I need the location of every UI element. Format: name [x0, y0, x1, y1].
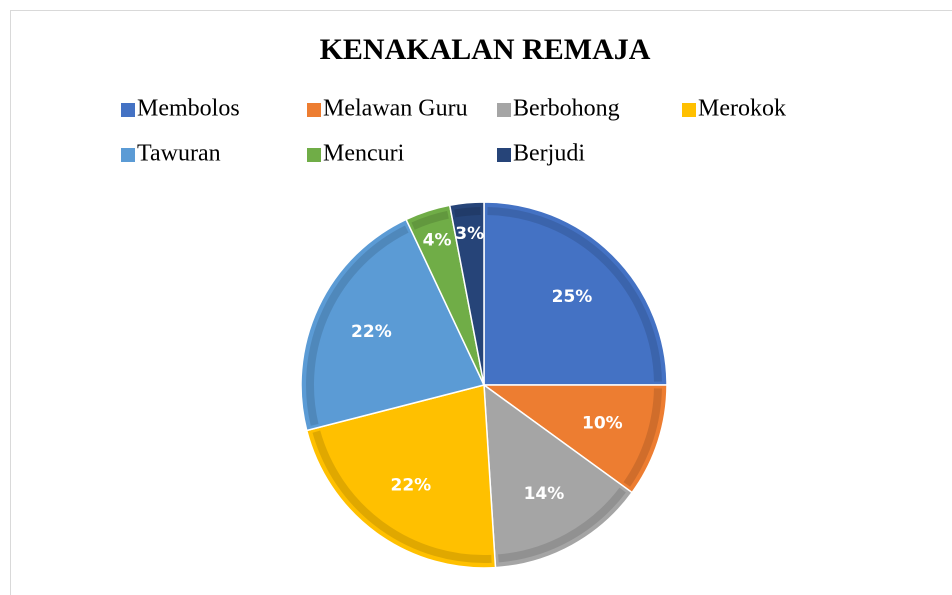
chart-title: KENAKALAN REMAJA — [320, 33, 651, 66]
legend-swatch — [121, 103, 135, 117]
legend-label: Membolos — [137, 96, 240, 122]
slice-bevel — [411, 210, 449, 230]
legend-swatch — [121, 148, 135, 162]
pie-slice — [448, 201, 485, 386]
legend-swatch — [307, 148, 321, 162]
legend-label: Merokok — [698, 96, 786, 122]
data-label: 3% — [455, 224, 484, 244]
pie-slice — [300, 218, 486, 432]
slice-bevel — [498, 487, 626, 563]
pie-slice — [481, 384, 668, 494]
data-label: 25% — [552, 287, 593, 307]
data-label: 4% — [423, 231, 452, 251]
pie-slice — [483, 201, 668, 386]
data-label: 14% — [524, 484, 565, 504]
legend-swatch — [307, 103, 321, 117]
legend-swatch — [682, 103, 696, 117]
slice-bevel — [312, 430, 492, 563]
legend-swatch — [497, 103, 511, 117]
slice-bevel — [306, 225, 409, 426]
legend-label: Berjudi — [513, 141, 585, 167]
slice-bevel — [623, 388, 662, 487]
pie-slice — [305, 384, 497, 569]
legend-label: Melawan Guru — [323, 96, 468, 122]
pie-slice — [483, 383, 634, 569]
legend-label: Berbohong — [513, 96, 620, 122]
data-label: 22% — [391, 476, 432, 496]
legend-swatch — [497, 148, 511, 162]
slice-bevel — [454, 207, 481, 218]
legend-label: Mencuri — [323, 141, 405, 167]
legend-label: Tawuran — [137, 141, 221, 167]
slice-bevel — [487, 207, 662, 382]
data-label: 10% — [582, 413, 623, 433]
data-label: 22% — [351, 322, 392, 342]
